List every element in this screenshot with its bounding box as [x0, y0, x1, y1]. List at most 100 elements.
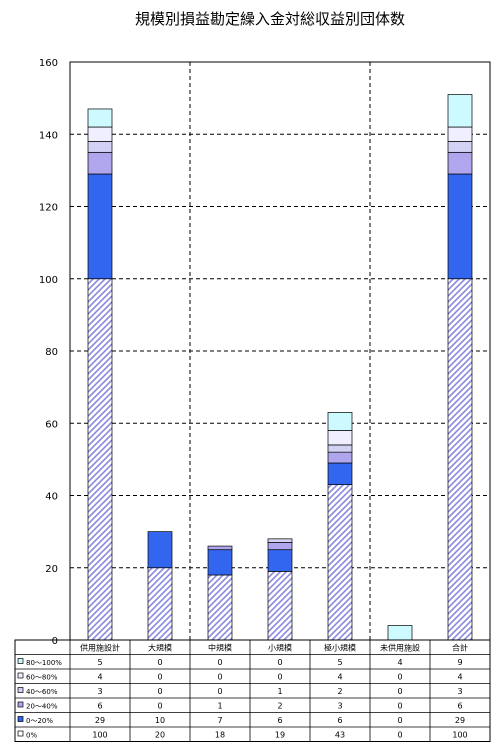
x-tick-label: 小規模 [268, 643, 292, 653]
y-tick-label: 0 [52, 636, 58, 647]
legend-swatch [17, 716, 24, 722]
bar-segment-5-1 [87, 126, 113, 142]
x-tick-label: 未供用施設 [380, 643, 420, 653]
table-cell: 2 [277, 702, 282, 711]
table-cell: 5 [97, 658, 102, 667]
table-cell: 20 [155, 731, 165, 740]
table-frame [14, 639, 491, 742]
y-tick-label: 120 [39, 203, 58, 214]
legend-label: 0～20% [26, 717, 53, 725]
bar-segment-1-1 [87, 278, 113, 641]
bar-segment-2-5 [327, 462, 353, 486]
table-cell: 1 [277, 687, 282, 696]
table-cell: 3 [457, 687, 462, 696]
bar-segment-4-4 [267, 538, 293, 543]
table-cell: 0 [397, 687, 402, 696]
legend-swatch [17, 730, 24, 737]
bar-segment-4-5 [327, 444, 353, 453]
chart-title: 規模別損益勘定繰入金対総収益別団体数 [135, 10, 405, 28]
bar-segment-4-1 [87, 141, 113, 153]
table-cell: 0 [217, 658, 222, 667]
table-cell: 0 [157, 658, 162, 667]
table-cell: 19 [275, 731, 285, 740]
table-cell: 3 [97, 687, 102, 696]
bars [87, 94, 473, 641]
y-axis: 0 20 40 60 80 100 120 140 160 [39, 58, 58, 647]
bar-segment-3-3 [207, 545, 233, 551]
bar-segment-1-5 [327, 484, 353, 641]
y-tick-label: 100 [39, 275, 58, 286]
table-cell: 0 [277, 673, 282, 682]
bar-segment-1-3 [207, 574, 233, 641]
table-cell: 29 [455, 716, 465, 725]
legend-label: 20～40% [26, 703, 58, 711]
x-tick-label: 大規模 [148, 643, 172, 653]
table-cell: 7 [217, 716, 222, 725]
table-cell: 0 [397, 673, 402, 682]
table-cell: 29 [95, 716, 105, 725]
table-cell: 0 [157, 702, 162, 711]
bar-segment-2-4 [267, 549, 293, 572]
legend-swatch [17, 701, 24, 708]
legend-swatch [17, 687, 24, 693]
table-cell: 10 [155, 716, 165, 725]
table-cell: 6 [457, 702, 462, 711]
bar-segment-1-4 [267, 571, 293, 641]
table-cell: 1 [217, 702, 222, 711]
bar-segment-3-7 [447, 151, 473, 175]
table-cell: 4 [397, 658, 402, 667]
bar-segment-5-5 [327, 430, 353, 446]
table-cell: 0 [157, 687, 162, 696]
table-cell: 0 [217, 673, 222, 682]
table-cell: 4 [457, 673, 462, 682]
x-tick-label: 合計 [452, 643, 468, 653]
y-tick-label: 80 [45, 347, 58, 358]
bar-segment-3-4 [267, 542, 293, 551]
table-cell: 6 [277, 716, 282, 725]
legend-swatch [17, 672, 24, 679]
bar-segment-2-7 [447, 173, 473, 280]
legend-label: 0% [26, 732, 37, 740]
bar-segment-2-3 [207, 549, 233, 576]
legend-label: 60～80% [26, 674, 58, 682]
bar-segment-3-1 [87, 151, 113, 175]
table-cell: 100 [452, 731, 467, 740]
data-table: 供用施設計 大規模 中規模 小規模 極小規模 未供用施設 合計 80～100% 5 0 0 0 5 4 9 6… [14, 639, 491, 742]
y-tick-label: 60 [45, 419, 58, 430]
table-cell: 9 [457, 658, 462, 667]
bar-segment-6-7 [447, 94, 473, 128]
table-cell: 0 [217, 687, 222, 696]
bar-segment-3-5 [327, 451, 353, 464]
legend-swatch [17, 658, 24, 664]
table-cell: 6 [337, 716, 342, 725]
table-cell: 6 [97, 702, 102, 711]
bar-segment-2-2 [147, 531, 173, 569]
bar-segment-4-7 [447, 141, 473, 153]
bar-segment-1-2 [147, 567, 173, 641]
legend-label: 40～60% [26, 688, 58, 696]
table-cell: 0 [397, 731, 402, 740]
y-tick-label: 160 [39, 58, 58, 69]
table-cell: 0 [397, 716, 402, 725]
y-tick-label: 140 [39, 130, 58, 141]
table-cell: 4 [97, 673, 102, 682]
table-cell: 2 [337, 687, 342, 696]
table-cell: 100 [92, 731, 107, 740]
x-tick-label: 中規模 [208, 643, 232, 653]
table-cell: 3 [337, 702, 342, 711]
bar-segment-2-1 [87, 173, 113, 280]
x-tick-label: 極小規模 [324, 643, 356, 653]
table-cell: 0 [397, 702, 402, 711]
bar-segment-6-5 [327, 412, 353, 431]
y-tick-label: 20 [45, 564, 58, 575]
bar-segment-6-1 [87, 108, 113, 128]
y-tick-label: 40 [45, 492, 58, 503]
table-cell: 5 [337, 658, 342, 667]
table-cell: 4 [337, 673, 342, 682]
table-cell: 0 [277, 658, 282, 667]
x-tick-label: 供用施設計 [80, 643, 120, 653]
bar-segment-5-7 [447, 126, 473, 142]
table-cell: 43 [335, 731, 345, 740]
legend-label: 80～100% [26, 659, 62, 667]
